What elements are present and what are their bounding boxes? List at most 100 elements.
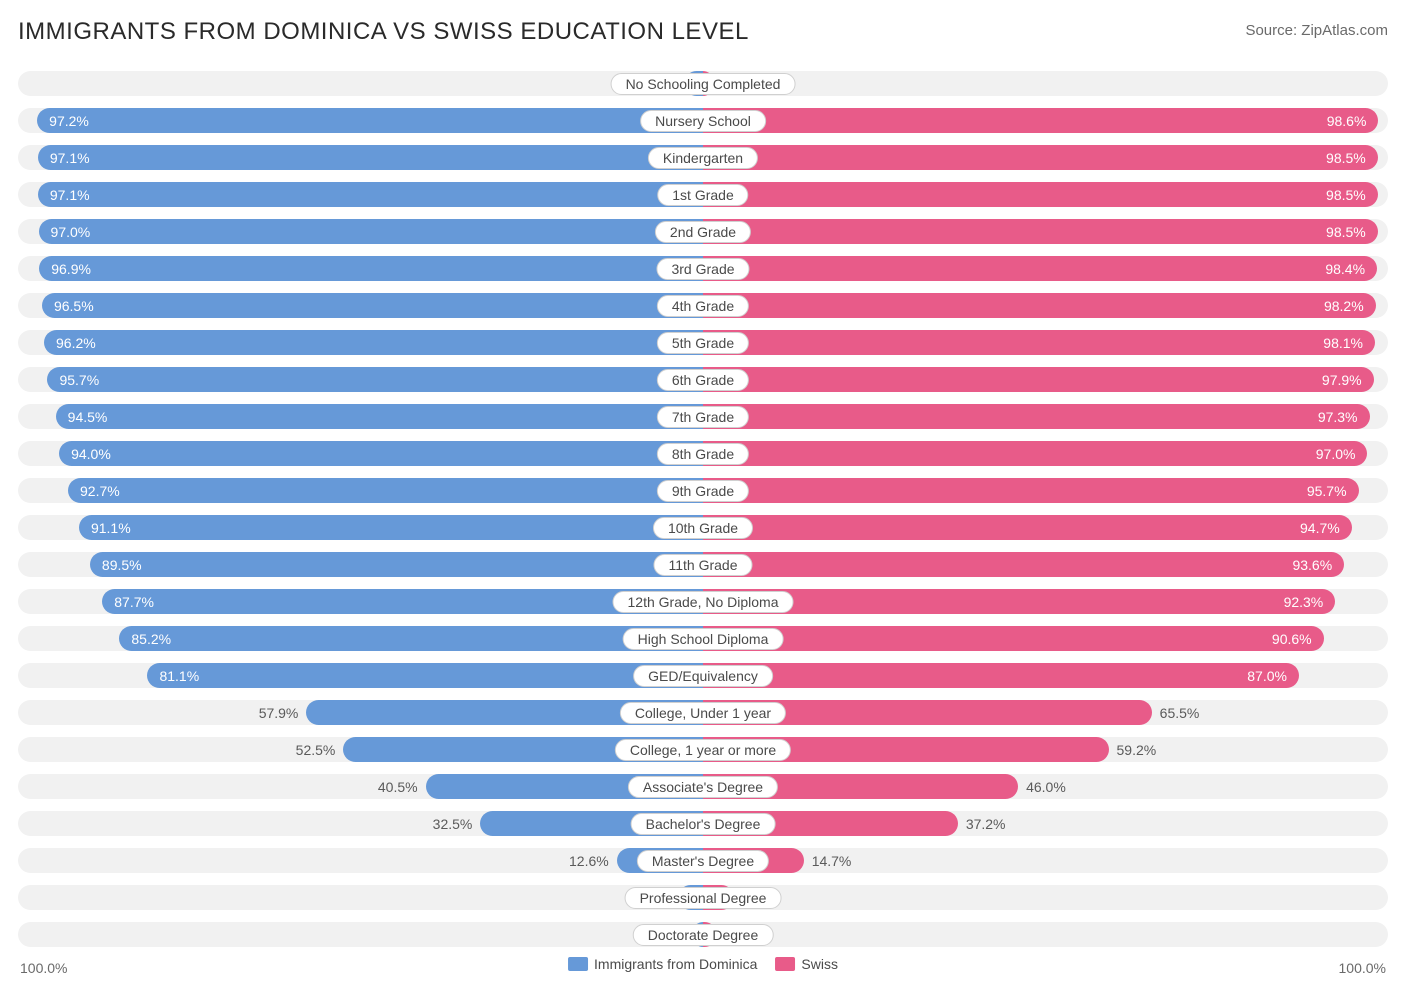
track-right	[703, 922, 1388, 947]
bar-left	[47, 367, 703, 392]
bar-right	[703, 441, 1367, 466]
value-left: 97.0%	[39, 224, 91, 240]
value-right: 46.0%	[1018, 779, 1066, 795]
bar-left	[56, 404, 703, 429]
value-right: 37.2%	[958, 816, 1006, 832]
legend-label-right: Swiss	[801, 956, 838, 972]
bar-row: 2.8%1.5%No Schooling Completed	[18, 68, 1388, 99]
value-left: 52.5%	[296, 742, 344, 758]
value-left: 32.5%	[433, 816, 481, 832]
value-left: 94.0%	[59, 446, 111, 462]
value-right: 97.3%	[1318, 409, 1370, 425]
track-right	[703, 885, 1388, 910]
bar-row: 97.1% 98.5% Kindergarten	[18, 142, 1388, 173]
bar-right	[703, 182, 1378, 207]
bar-right	[703, 108, 1378, 133]
category-pill: 4th Grade	[657, 295, 749, 317]
bar-row: 97.1% 98.5% 1st Grade	[18, 179, 1388, 210]
value-left: 81.1%	[147, 668, 199, 684]
chart-title: IMMIGRANTS FROM DOMINICA VS SWISS EDUCAT…	[18, 18, 749, 46]
bar-row: 96.2%98.1%5th Grade	[18, 327, 1388, 358]
category-pill: Nursery School	[640, 110, 766, 132]
value-left: 96.5%	[42, 298, 94, 314]
value-left: 97.1%	[38, 150, 90, 166]
category-pill: 2nd Grade	[655, 221, 751, 243]
value-left: 40.5%	[378, 779, 426, 795]
bar-row: 12.6%14.7%Master's Degree	[18, 845, 1388, 876]
value-right: 98.4%	[1325, 261, 1377, 277]
value-left: 92.7%	[68, 483, 120, 499]
bar-left	[79, 515, 703, 540]
bar-row: 57.9%65.5%College, Under 1 year	[18, 697, 1388, 728]
track-left	[18, 71, 703, 96]
bar-row: 52.5% 59.2% College, 1 year or more	[18, 734, 1388, 765]
bar-row: 95.7%97.9%6th Grade	[18, 364, 1388, 395]
category-pill: GED/Equivalency	[633, 665, 773, 687]
value-right: 98.2%	[1324, 298, 1376, 314]
bar-left	[39, 256, 703, 281]
value-left: 57.9%	[259, 705, 307, 721]
bar-right	[703, 515, 1352, 540]
value-right: 95.7%	[1307, 483, 1359, 499]
bar-right	[703, 404, 1370, 429]
category-pill: Professional Degree	[625, 887, 782, 909]
value-right: 97.9%	[1322, 372, 1374, 388]
bar-left	[44, 330, 703, 355]
bar-right	[703, 256, 1377, 281]
bar-row: 91.1% 94.7% 10th Grade	[18, 512, 1388, 543]
chart-footer: 100.0% Immigrants from Dominica Swiss 10…	[18, 956, 1388, 986]
bar-row: 94.5%97.3%7th Grade	[18, 401, 1388, 432]
bar-row: 97.0%98.5%2nd Grade	[18, 216, 1388, 247]
track-left	[18, 885, 703, 910]
chart-header: IMMIGRANTS FROM DOMINICA VS SWISS EDUCAT…	[18, 18, 1388, 46]
category-pill: 12th Grade, No Diploma	[613, 591, 794, 613]
value-right: 98.1%	[1323, 335, 1375, 351]
bar-left	[68, 478, 703, 503]
category-pill: 1st Grade	[657, 184, 748, 206]
category-pill: 11th Grade	[653, 554, 752, 576]
chart-rows: 2.8%1.5%No Schooling Completed97.2%98.6%…	[18, 68, 1388, 950]
bar-row: 3.6%4.5%Professional Degree	[18, 882, 1388, 913]
bar-left	[42, 293, 703, 318]
bar-right	[703, 552, 1344, 577]
bar-right	[703, 293, 1376, 318]
value-right: 98.5%	[1326, 150, 1378, 166]
value-right: 65.5%	[1152, 705, 1200, 721]
bar-right	[703, 478, 1359, 503]
bar-row: 1.4%2.0%Doctorate Degree	[18, 919, 1388, 950]
value-left: 87.7%	[102, 594, 154, 610]
value-left: 91.1%	[79, 520, 131, 536]
bar-right	[703, 330, 1375, 355]
legend-label-left: Immigrants from Dominica	[594, 956, 757, 972]
bar-row: 92.7%95.7%9th Grade	[18, 475, 1388, 506]
axis-left-max: 100.0%	[20, 960, 67, 976]
value-left: 85.2%	[119, 631, 171, 647]
bar-left	[38, 145, 703, 170]
value-right: 87.0%	[1247, 668, 1299, 684]
category-pill: Kindergarten	[648, 147, 758, 169]
category-pill: College, 1 year or more	[615, 739, 791, 761]
value-right: 59.2%	[1109, 742, 1157, 758]
value-right: 94.7%	[1300, 520, 1352, 536]
value-left: 97.1%	[38, 187, 90, 203]
legend-item-right: Swiss	[775, 956, 838, 972]
category-pill: 10th Grade	[653, 517, 753, 539]
track-right	[703, 71, 1388, 96]
bar-row: 81.1% 87.0% GED/Equivalency	[18, 660, 1388, 691]
category-pill: 3rd Grade	[656, 258, 749, 280]
chart-container: IMMIGRANTS FROM DOMINICA VS SWISS EDUCAT…	[0, 0, 1406, 975]
category-pill: 8th Grade	[657, 443, 749, 465]
legend: Immigrants from Dominica Swiss	[568, 956, 838, 972]
value-left: 12.6%	[569, 853, 617, 869]
value-right: 93.6%	[1292, 557, 1344, 573]
bar-row: 85.2%90.6%High School Diploma	[18, 623, 1388, 654]
category-pill: No Schooling Completed	[611, 73, 796, 95]
value-right: 98.5%	[1326, 187, 1378, 203]
bar-right	[703, 367, 1374, 392]
bar-left	[59, 441, 703, 466]
category-pill: Associate's Degree	[628, 776, 778, 798]
value-right: 14.7%	[804, 853, 852, 869]
bar-right	[703, 626, 1324, 651]
bar-row: 89.5%93.6%11th Grade	[18, 549, 1388, 580]
bar-right	[703, 219, 1378, 244]
